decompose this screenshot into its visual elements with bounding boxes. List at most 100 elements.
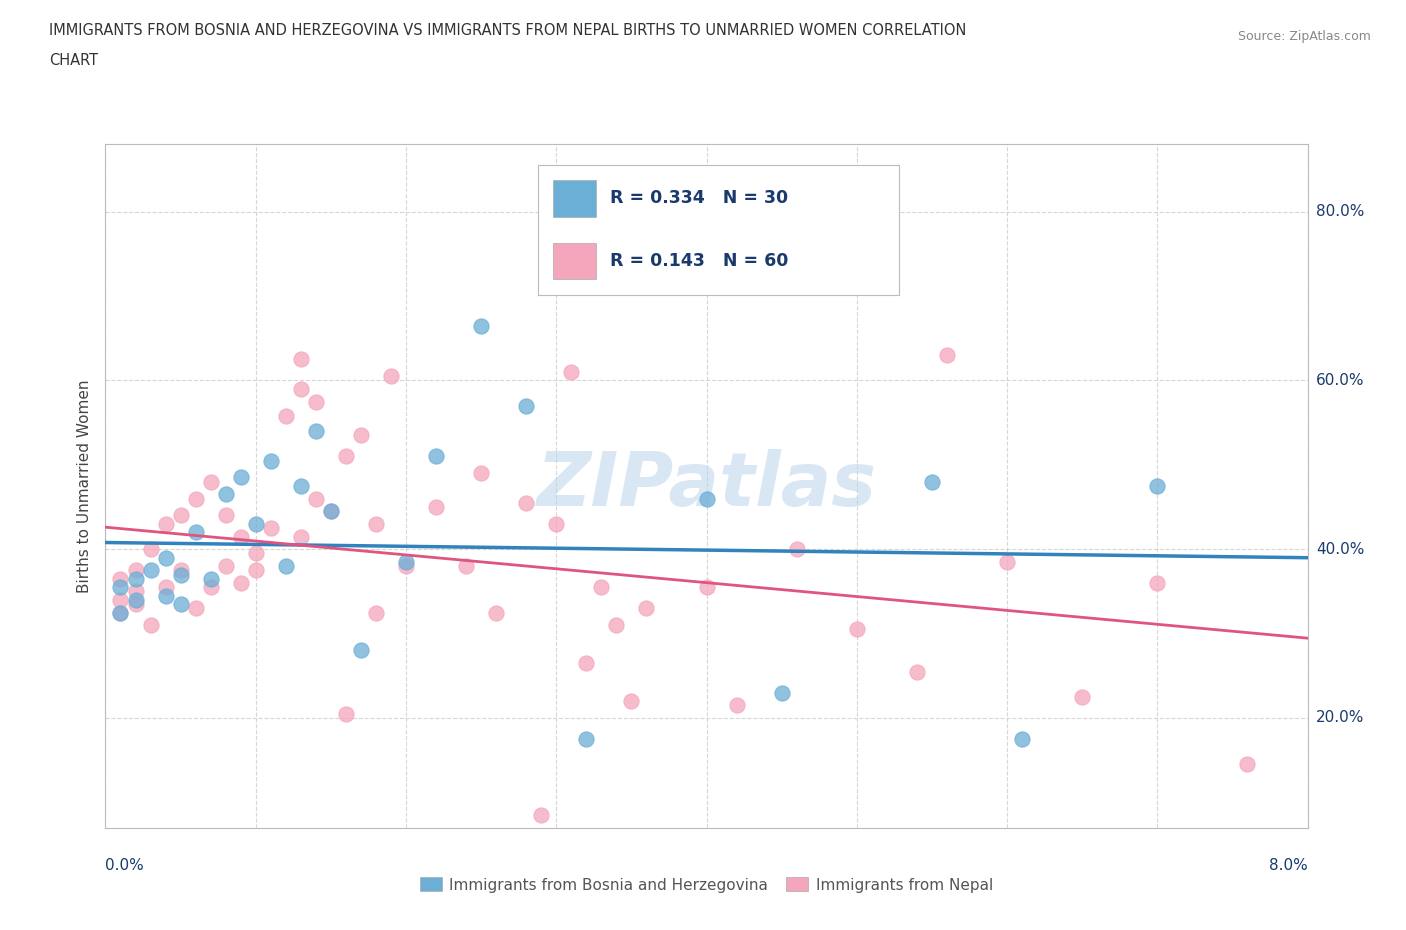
Point	[200, 474, 222, 489]
Text: ZIPatlas: ZIPatlas	[537, 449, 876, 523]
Point	[169, 563, 191, 578]
Text: 20.0%: 20.0%	[1316, 711, 1364, 725]
Point	[319, 504, 342, 519]
Point	[229, 470, 252, 485]
Point	[169, 597, 191, 612]
Point	[229, 529, 252, 544]
Point	[155, 551, 177, 565]
Point	[155, 588, 177, 603]
Point	[905, 664, 928, 679]
Point	[110, 579, 132, 594]
Point	[274, 408, 297, 423]
Text: CHART: CHART	[49, 53, 98, 68]
Point	[786, 542, 808, 557]
Point	[425, 449, 447, 464]
Point	[364, 605, 387, 620]
Point	[1236, 757, 1258, 772]
Point	[1071, 689, 1094, 704]
Text: Source: ZipAtlas.com: Source: ZipAtlas.com	[1237, 30, 1371, 43]
Point	[305, 491, 328, 506]
Point	[936, 348, 959, 363]
Point	[1146, 479, 1168, 494]
Point	[139, 618, 162, 632]
Y-axis label: Births to Unmarried Women: Births to Unmarried Women	[77, 379, 93, 592]
Point	[155, 516, 177, 531]
Point	[124, 592, 146, 607]
Point	[530, 807, 553, 822]
Point	[425, 499, 447, 514]
Point	[155, 579, 177, 594]
Point	[470, 318, 492, 333]
Point	[485, 605, 508, 620]
Point	[575, 656, 598, 671]
Point	[364, 516, 387, 531]
Point	[110, 605, 132, 620]
Point	[124, 584, 146, 599]
Point	[184, 525, 207, 539]
Point	[770, 685, 793, 700]
Point	[560, 365, 582, 379]
Text: 8.0%: 8.0%	[1268, 858, 1308, 873]
Point	[350, 428, 373, 443]
Point	[350, 643, 373, 658]
Point	[995, 554, 1018, 569]
Point	[395, 559, 418, 574]
Point	[305, 424, 328, 439]
Point	[395, 554, 418, 569]
Point	[274, 559, 297, 574]
Text: 0.0%: 0.0%	[105, 858, 145, 873]
Point	[214, 508, 236, 523]
Point	[305, 394, 328, 409]
Point	[260, 453, 283, 468]
Point	[620, 694, 643, 709]
Point	[591, 579, 613, 594]
Point	[214, 559, 236, 574]
Point	[605, 618, 627, 632]
Point	[335, 707, 357, 722]
Point	[169, 508, 191, 523]
Point	[921, 474, 943, 489]
Text: 60.0%: 60.0%	[1316, 373, 1364, 388]
Legend: Immigrants from Bosnia and Herzegovina, Immigrants from Nepal: Immigrants from Bosnia and Herzegovina, …	[415, 871, 998, 898]
Point	[290, 381, 312, 396]
Point	[124, 571, 146, 586]
Point	[515, 496, 537, 511]
Point	[636, 601, 658, 616]
Point	[184, 601, 207, 616]
Point	[229, 576, 252, 591]
Point	[200, 571, 222, 586]
Point	[290, 352, 312, 366]
Point	[335, 449, 357, 464]
Point	[1011, 732, 1033, 747]
Point	[319, 504, 342, 519]
Point	[845, 622, 868, 637]
Point	[245, 546, 267, 561]
Point	[546, 516, 568, 531]
Point	[139, 563, 162, 578]
Point	[696, 491, 718, 506]
Point	[110, 605, 132, 620]
Point	[124, 597, 146, 612]
Point	[184, 491, 207, 506]
Text: IMMIGRANTS FROM BOSNIA AND HERZEGOVINA VS IMMIGRANTS FROM NEPAL BIRTHS TO UNMARR: IMMIGRANTS FROM BOSNIA AND HERZEGOVINA V…	[49, 23, 966, 38]
Point	[290, 529, 312, 544]
Point	[214, 487, 236, 502]
Text: 40.0%: 40.0%	[1316, 541, 1364, 557]
Point	[454, 559, 477, 574]
Point	[290, 479, 312, 494]
Point	[515, 398, 537, 413]
Text: 80.0%: 80.0%	[1316, 205, 1364, 219]
Point	[260, 521, 283, 536]
Point	[110, 592, 132, 607]
Point	[696, 579, 718, 594]
Point	[380, 369, 402, 384]
Point	[124, 563, 146, 578]
Point	[169, 567, 191, 582]
Point	[725, 698, 748, 712]
Point	[470, 466, 492, 481]
Point	[245, 516, 267, 531]
Point	[110, 571, 132, 586]
Point	[1146, 576, 1168, 591]
Point	[245, 563, 267, 578]
Point	[575, 732, 598, 747]
